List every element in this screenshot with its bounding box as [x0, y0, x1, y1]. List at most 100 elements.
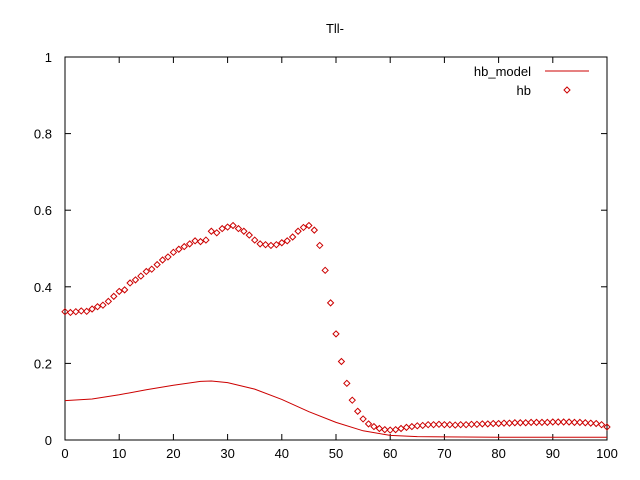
data-point	[223, 223, 232, 231]
plot-frame	[64, 56, 608, 441]
data-point	[381, 425, 389, 434]
data-point	[283, 237, 291, 245]
data-point	[549, 418, 557, 426]
data-point	[169, 248, 178, 257]
data-point	[88, 305, 96, 313]
data-point	[435, 420, 443, 429]
data-point	[120, 286, 129, 294]
data-point	[326, 299, 335, 307]
data-point	[397, 424, 405, 433]
series-hb	[61, 221, 611, 434]
x-tick-label: 100	[596, 446, 618, 461]
x-tick-label: 40	[275, 446, 289, 461]
legend-label: hb	[517, 83, 531, 98]
data-point	[66, 308, 75, 317]
data-point	[462, 420, 470, 429]
data-point	[180, 242, 188, 251]
data-point	[446, 420, 454, 429]
data-point	[424, 420, 432, 429]
data-point	[142, 267, 151, 276]
data-point	[386, 426, 394, 434]
data-point	[429, 420, 438, 429]
data-point	[202, 236, 210, 244]
axes: 0 10 20 30 40 50 60 70 80 90 100 0 0.2 0.4 0.6 0.8 1	[34, 50, 618, 461]
data-point	[137, 272, 145, 280]
legend-label: hb_model	[474, 64, 531, 79]
data-point	[456, 420, 465, 429]
data-point	[72, 307, 80, 316]
data-point	[473, 420, 481, 429]
data-point	[185, 240, 194, 248]
data-point	[261, 240, 270, 249]
data-point	[272, 240, 281, 249]
data-point	[581, 419, 590, 427]
data-point	[337, 357, 346, 366]
x-tick-label: 50	[329, 446, 343, 461]
y-tick-label: 0	[45, 433, 52, 448]
data-point	[278, 239, 286, 247]
data-point	[288, 233, 297, 241]
x-tick-label: 80	[491, 446, 505, 461]
data-point	[316, 241, 324, 250]
chart-title: Tll-	[326, 21, 344, 36]
data-point	[543, 418, 552, 427]
data-point	[93, 303, 102, 311]
data-point	[250, 236, 259, 244]
y-tick-label: 0.2	[34, 356, 52, 371]
data-point	[489, 419, 497, 428]
data-point	[451, 421, 459, 429]
data-point	[375, 424, 384, 433]
data-point	[245, 231, 253, 239]
data-point	[521, 419, 530, 427]
data-point	[267, 241, 275, 250]
data-point	[359, 415, 367, 423]
data-point	[353, 407, 362, 415]
data-point	[131, 276, 140, 284]
legend-point-swatch	[563, 86, 571, 94]
data-point	[104, 297, 113, 306]
data-point	[408, 422, 416, 431]
series-hb-model	[64, 380, 607, 438]
data-point	[538, 418, 546, 427]
data-point	[196, 237, 205, 246]
x-tick-label: 60	[383, 446, 397, 461]
data-point	[115, 287, 123, 296]
data-point	[213, 229, 221, 237]
data-point	[413, 422, 422, 430]
data-point	[603, 423, 611, 431]
data-point	[576, 418, 584, 427]
data-point	[597, 420, 606, 429]
data-point	[82, 307, 91, 316]
data-point	[587, 419, 595, 427]
data-point	[554, 418, 562, 426]
data-point	[207, 227, 216, 235]
data-point	[299, 223, 308, 232]
data-point	[99, 301, 107, 309]
x-tick-label: 0	[61, 446, 68, 461]
data-point	[348, 396, 356, 404]
data-point	[77, 307, 85, 315]
data-point	[478, 420, 487, 428]
data-point	[505, 419, 514, 427]
x-tick-label: 20	[166, 446, 180, 461]
data-point	[592, 419, 600, 428]
x-tick-label: 10	[112, 446, 126, 461]
data-point	[500, 419, 508, 427]
x-tick-label: 70	[437, 446, 451, 461]
data-point	[240, 227, 248, 235]
data-point	[234, 224, 243, 233]
data-point	[494, 419, 503, 428]
data-point	[126, 279, 134, 287]
data-point	[343, 379, 351, 388]
data-point	[559, 418, 568, 426]
data-point	[61, 307, 69, 316]
data-point	[110, 292, 118, 301]
data-point	[516, 419, 524, 427]
data-point	[332, 330, 340, 338]
data-point	[294, 227, 302, 235]
data-point	[527, 418, 535, 427]
y-tick-label: 1	[45, 50, 52, 65]
data-point	[310, 226, 319, 234]
